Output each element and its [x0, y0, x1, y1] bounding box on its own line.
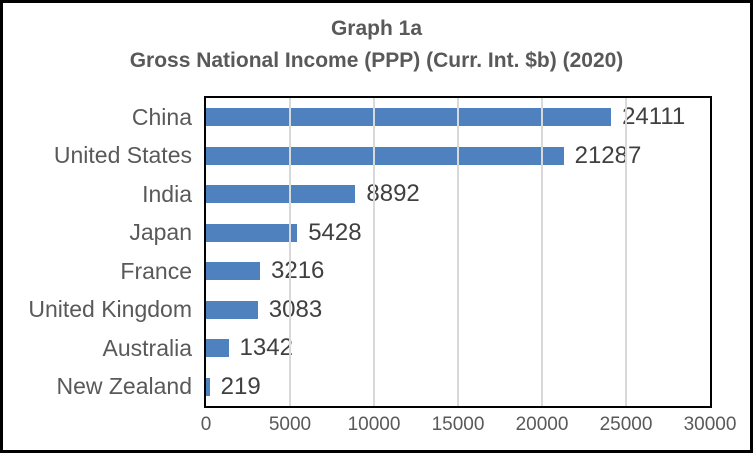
x-tick-label: 5000	[268, 414, 312, 435]
gridline	[625, 98, 627, 406]
category-label: New Zealand	[56, 373, 192, 400]
bar-row: 8892	[206, 175, 710, 214]
category-label: United Kingdom	[28, 296, 192, 323]
bar-row: 219	[206, 368, 710, 407]
bar-value-label: 8892	[366, 180, 420, 208]
category-label: Australia	[102, 334, 192, 361]
chart-title: Graph 1a	[330, 17, 423, 40]
category-label: United States	[53, 142, 192, 169]
bar	[206, 262, 261, 281]
bar	[206, 377, 210, 396]
bar-value-label: 24111	[622, 103, 686, 131]
gridline	[372, 98, 375, 406]
gridline	[457, 98, 459, 406]
bar-row: 3216	[206, 252, 710, 291]
bar	[206, 223, 298, 242]
bar-row: 21287	[206, 137, 710, 176]
x-tick-label: 30000	[683, 414, 737, 435]
bar-row: 24111	[206, 98, 710, 137]
category-axis-labels: China United States India Japan France United…	[3, 98, 192, 406]
bar-row: 1342	[206, 329, 710, 368]
bar	[206, 146, 564, 165]
bar-row: 3083	[206, 291, 710, 330]
value-axis: 0 5000 10000 15000 20000 25000 30000	[201, 414, 737, 442]
category-label: France	[120, 257, 192, 284]
bar-row: 5428	[206, 214, 710, 253]
category-label: China	[131, 103, 192, 130]
bar	[206, 108, 612, 127]
x-tick-label: 20000	[515, 414, 569, 435]
bar-value-label: 3216	[271, 257, 325, 285]
x-tick-label: 0	[200, 414, 212, 435]
bar-value-label: 3083	[268, 295, 323, 323]
bar	[206, 300, 258, 319]
category-label: Japan	[129, 219, 192, 246]
x-tick-label: 25000	[599, 414, 653, 435]
bar-value-label: 21287	[574, 141, 642, 169]
bar-series: 24111 21287 8892 5428 3216 3083 1342 219	[206, 98, 710, 406]
x-tick-label: 15000	[431, 414, 485, 435]
bar-value-label: 219	[220, 372, 261, 400]
bar	[206, 339, 229, 358]
gridline	[540, 98, 543, 406]
plot-area: 24111 21287 8892 5428 3216 3083 1342 219	[204, 96, 712, 408]
x-tick-label: 10000	[347, 414, 401, 435]
bar	[206, 185, 356, 204]
category-label: India	[142, 180, 192, 207]
chart-subtitle: Gross National Income (PPP) (Curr. Int. …	[129, 49, 624, 72]
gridline	[288, 98, 291, 406]
bar-value-label: 1342	[239, 334, 293, 362]
bar-value-label: 5428	[308, 218, 362, 246]
